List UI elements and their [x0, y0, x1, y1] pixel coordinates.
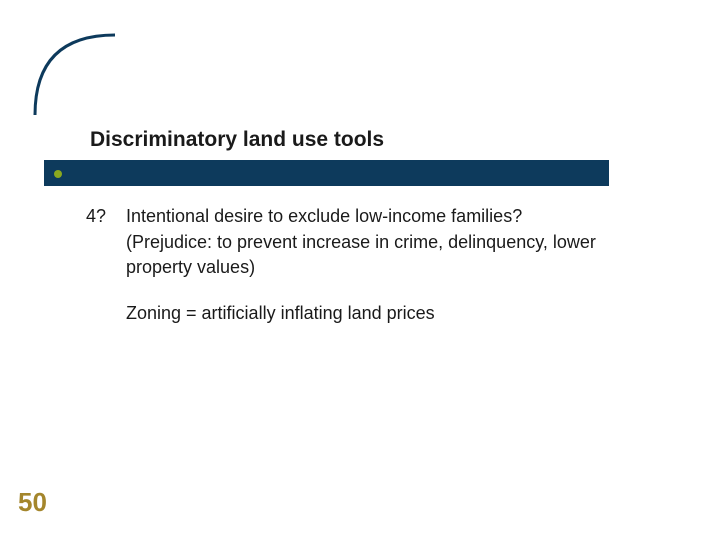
- content-area: 4? Intentional desire to exclude low-inc…: [86, 204, 656, 325]
- item-number: 4?: [86, 204, 126, 279]
- item-body: Intentional desire to exclude low-income…: [126, 204, 656, 279]
- item-main-text: Intentional desire to exclude low-income…: [126, 204, 656, 228]
- slide-title: Discriminatory land use tools: [90, 128, 384, 152]
- page-number: 50: [18, 487, 47, 518]
- title-underline-bar: [44, 160, 609, 186]
- item-sub-text: (Prejudice: to prevent increase in crime…: [126, 230, 656, 279]
- list-item: 4? Intentional desire to exclude low-inc…: [86, 204, 656, 279]
- bullet-dot-icon: [54, 170, 62, 178]
- corner-decoration: [0, 0, 115, 115]
- zoning-line: Zoning = artificially inflating land pri…: [126, 301, 656, 325]
- slide: Discriminatory land use tools 4? Intenti…: [0, 0, 720, 540]
